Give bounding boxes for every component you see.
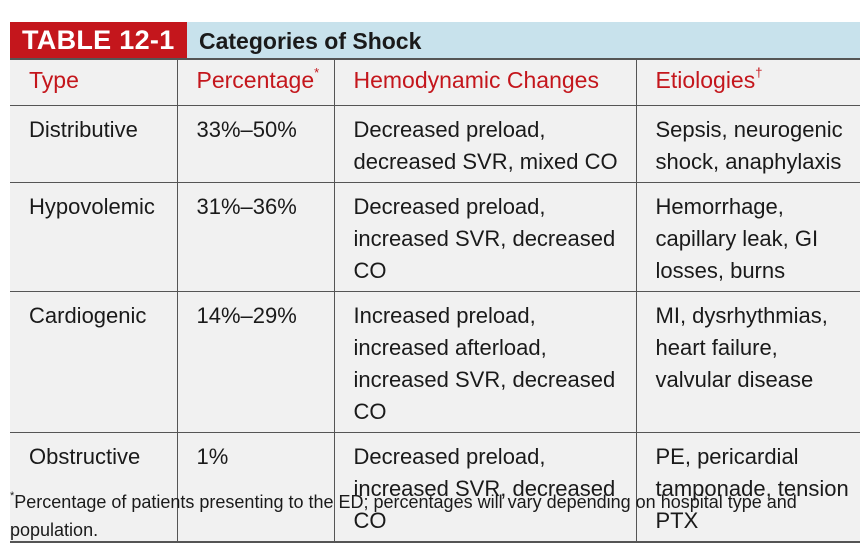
table-row: Obstructive 1% Decreased preload, increa… [10,432,860,543]
shock-categories-table: Type Percentage* Hemodynamic Changes Eti… [10,58,860,543]
dagger-marker: † [755,65,763,81]
cell-etiologies: Hemorrhage, capillary leak, GI losses, b… [636,182,860,292]
footnote-text: Percentage of patients presenting to the… [10,492,797,540]
table-title: Categories of Shock [199,28,422,54]
table-frame: TABLE 12-1 Categories of Shock Type Perc… [10,22,860,543]
header-percentage: Percentage* [177,58,335,106]
cell-etiologies: Sepsis, neurogenic shock, anaphylaxis [636,105,860,183]
cell-type: Hypovolemic [10,182,178,292]
cell-hemodynamic: Decreased preload, increased SVR, decrea… [334,432,637,543]
cell-type: Cardiogenic [10,291,178,433]
table-number-label: TABLE 12-1 [10,22,187,58]
header-type: Type [10,58,178,106]
cell-type: Distributive [10,105,178,183]
cell-percentage: 1% [177,432,335,543]
header-hemodynamic-changes: Hemodynamic Changes [334,58,637,106]
cell-hemodynamic: Decreased preload, decreased SVR, mixed … [334,105,637,183]
cell-percentage: 14%–29% [177,291,335,433]
cell-hemodynamic: Increased preload, increased afterload, … [334,291,637,433]
table-row: Distributive 33%–50% Decreased preload, … [10,105,860,183]
cell-hemodynamic: Decreased preload, increased SVR, decrea… [334,182,637,292]
cell-type: Obstructive [10,432,178,543]
table-row: Cardiogenic 14%–29% Increased preload, i… [10,291,860,433]
cell-etiologies: PE, pericardial tamponade, tension PTX [636,432,860,543]
cell-etiologies: MI, dysrhythmias, heart failure, valvula… [636,291,860,433]
header-etiologies: Etiologies† [636,58,860,106]
table-header-row: Type Percentage* Hemodynamic Changes Eti… [10,58,860,106]
footnote-marker: * [314,65,320,81]
cell-percentage: 31%–36% [177,182,335,292]
table-title-bar: TABLE 12-1 Categories of Shock [10,22,860,58]
cell-percentage: 33%–50% [177,105,335,183]
table-footnote: *Percentage of patients presenting to th… [10,484,860,544]
footnote-mark: * [10,490,15,502]
table-row: Hypovolemic 31%–36% Decreased preload, i… [10,182,860,292]
